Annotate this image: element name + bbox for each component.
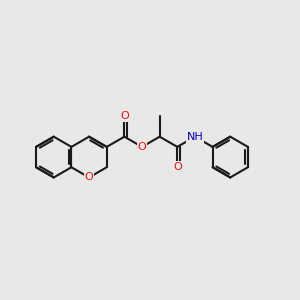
Text: O: O: [173, 162, 182, 172]
Text: O: O: [120, 111, 129, 121]
Text: O: O: [85, 172, 93, 182]
Text: O: O: [138, 142, 146, 152]
Text: NH: NH: [187, 132, 203, 142]
